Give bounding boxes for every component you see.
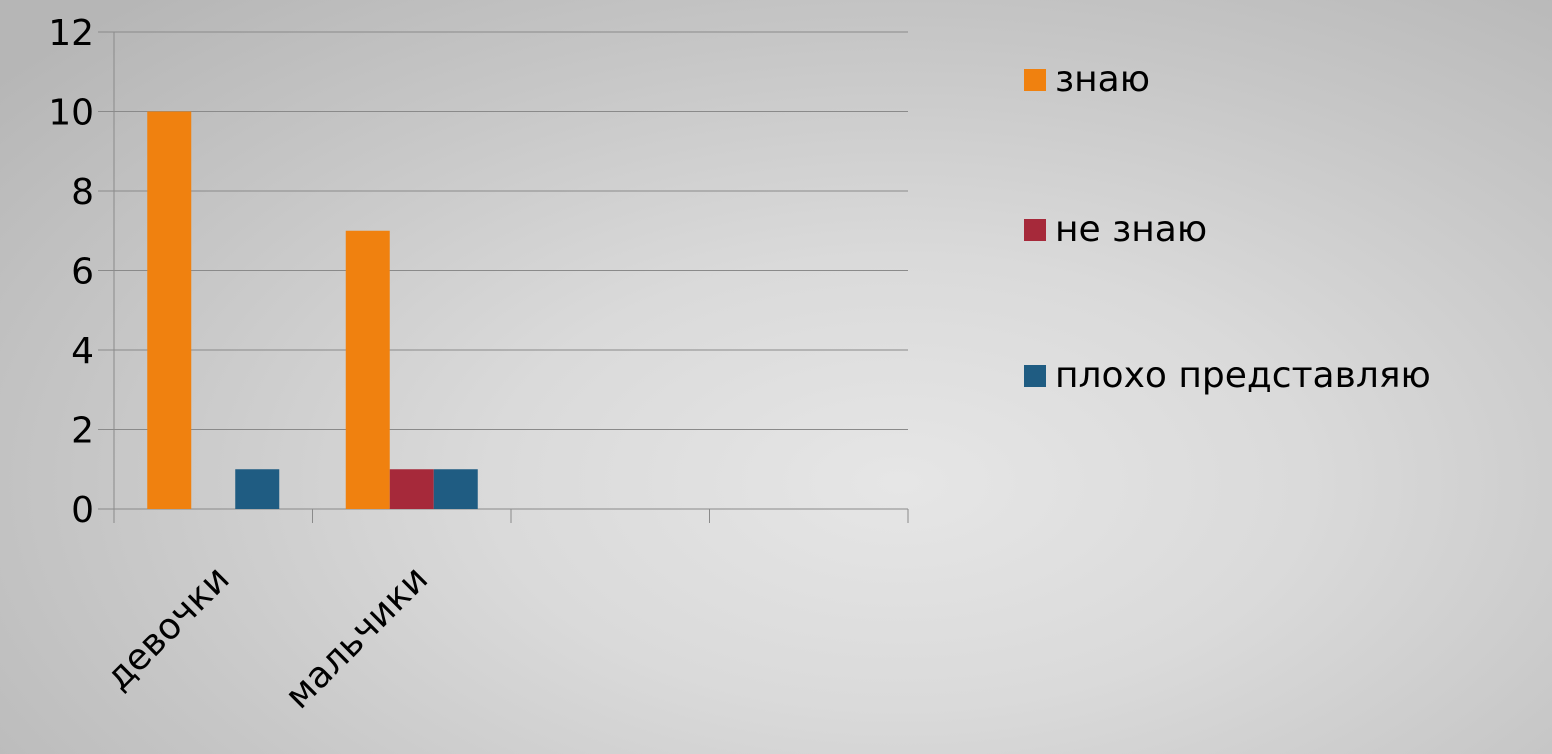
axes xyxy=(98,31,909,523)
legend-label-know: знаю xyxy=(1055,59,1151,100)
legend-swatch-know xyxy=(1024,69,1046,91)
legend-item-poorly-imagine: плохо представляю xyxy=(1024,354,1431,398)
y-tick-label: 4 xyxy=(71,331,94,372)
y-tick-label: 10 xyxy=(48,93,94,134)
legend-label-dont-know: не знаю xyxy=(1055,209,1208,250)
bar-chart: 0 2 4 6 8 10 12 девочки мальчики xyxy=(48,13,909,717)
x-tick-label: мальчики xyxy=(278,558,437,717)
bar xyxy=(235,469,280,509)
y-tick-label: 8 xyxy=(71,172,94,213)
y-tick-label: 12 xyxy=(48,13,94,54)
y-tick-label: 6 xyxy=(71,252,94,293)
bar xyxy=(345,230,390,509)
legend-swatch-poorly-imagine xyxy=(1024,365,1046,387)
legend-label-poorly-imagine: плохо представляю xyxy=(1055,355,1431,396)
x-tick-labels: девочки мальчики xyxy=(98,558,436,717)
bar xyxy=(389,469,434,509)
legend-swatch-dont-know xyxy=(1024,219,1046,241)
bars xyxy=(147,111,478,509)
y-tick-label: 2 xyxy=(71,411,94,452)
y-tick-label: 0 xyxy=(71,490,94,531)
legend-item-dont-know: не знаю xyxy=(1024,208,1207,252)
y-tick-labels: 0 2 4 6 8 10 12 xyxy=(48,13,94,531)
x-tick-label: девочки xyxy=(98,558,238,698)
bar xyxy=(147,111,192,509)
gridlines xyxy=(114,31,908,430)
legend-item-know: знаю xyxy=(1024,58,1150,102)
bar xyxy=(433,469,478,509)
